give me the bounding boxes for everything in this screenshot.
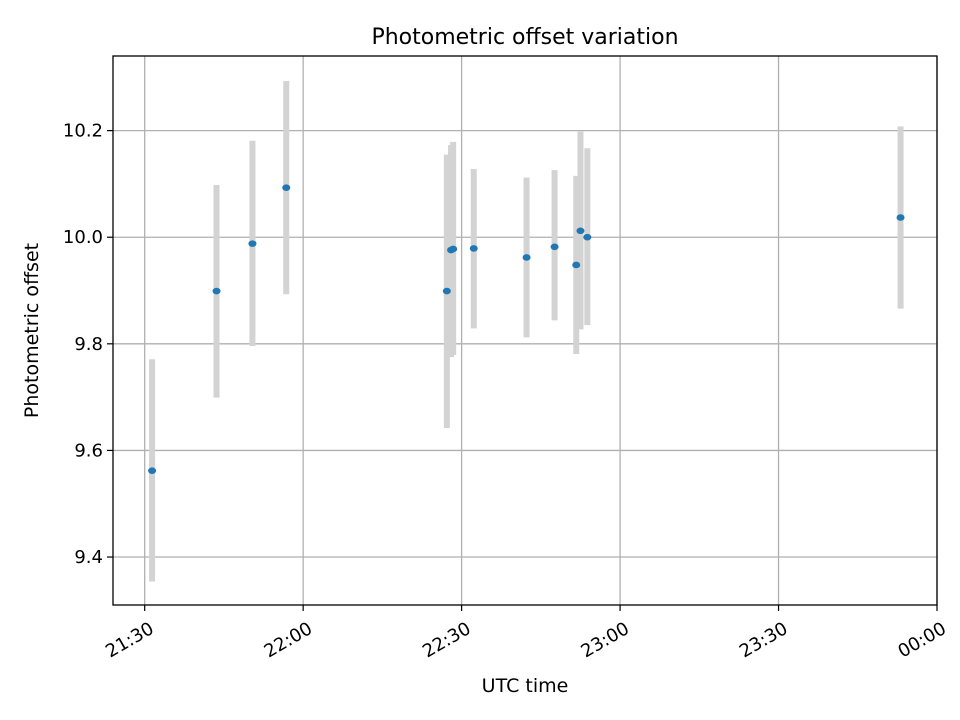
data-point: [522, 254, 531, 261]
data-point: [212, 287, 221, 295]
chart-title: Photometric offset variation: [371, 25, 678, 50]
data-point: [572, 261, 581, 269]
x-tick-label: 21:30: [102, 618, 157, 662]
x-tick-label: 22:30: [419, 618, 474, 662]
ticks: 21:30 22:00 22:30 23:00 23:30 00:00 9.4 9.6 9.8 1…: [63, 121, 950, 663]
data-point: [583, 233, 592, 241]
y-tick-label: 10.2: [63, 121, 103, 142]
data-point: [442, 287, 451, 295]
y-tick-label: 9.8: [74, 334, 103, 355]
data-point: [449, 245, 458, 253]
data-point: [550, 243, 559, 251]
data-point: [282, 184, 291, 191]
error-bars: [149, 81, 904, 582]
x-tick-label: 23:30: [736, 618, 791, 662]
x-tick-label: 22:00: [261, 618, 316, 662]
y-tick-label: 9.6: [74, 440, 103, 461]
data-points: [148, 184, 905, 474]
x-axis-label: UTC time: [482, 675, 569, 697]
y-tick-label: 9.4: [74, 547, 103, 568]
x-tick-label: 23:00: [578, 618, 633, 662]
data-point: [248, 240, 257, 247]
plot-frame: [112, 55, 938, 606]
y-axis-label: Photometric offset: [21, 243, 43, 418]
data-point: [469, 245, 478, 252]
data-point: [148, 467, 157, 474]
data-point: [896, 214, 905, 221]
data-point: [576, 227, 585, 235]
x-tick-label: 00:00: [894, 618, 949, 662]
y-tick-label: 10.0: [63, 227, 103, 248]
